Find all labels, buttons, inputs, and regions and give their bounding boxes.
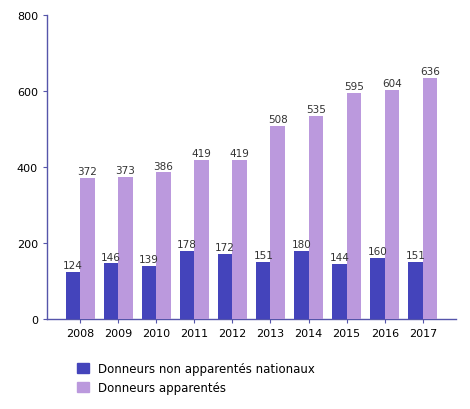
Bar — [332, 265, 347, 319]
Text: 535: 535 — [306, 105, 326, 115]
Bar — [385, 90, 399, 319]
Bar — [142, 266, 156, 319]
Text: 419: 419 — [230, 148, 250, 159]
Bar — [66, 272, 80, 319]
Bar — [104, 264, 118, 319]
Bar — [80, 178, 94, 319]
Text: 419: 419 — [192, 148, 212, 159]
Text: 172: 172 — [215, 242, 235, 252]
Bar — [423, 79, 437, 319]
Text: 604: 604 — [382, 79, 402, 89]
Text: 386: 386 — [154, 161, 173, 171]
Bar — [309, 117, 323, 319]
Bar — [347, 94, 361, 319]
Text: 160: 160 — [368, 247, 387, 256]
Text: 151: 151 — [406, 250, 425, 260]
Text: 139: 139 — [139, 254, 159, 265]
Bar — [256, 262, 271, 319]
Text: 636: 636 — [420, 67, 440, 76]
Bar — [271, 127, 285, 319]
Bar — [370, 258, 385, 319]
Text: 144: 144 — [329, 253, 349, 263]
Bar — [218, 254, 232, 319]
Bar — [294, 251, 309, 319]
Bar — [156, 173, 171, 319]
Text: 178: 178 — [177, 240, 197, 250]
Text: 180: 180 — [291, 239, 311, 249]
Legend: Donneurs non apparentés nationaux, Donneurs apparentés: Donneurs non apparentés nationaux, Donne… — [73, 359, 319, 398]
Text: 151: 151 — [253, 250, 273, 260]
Bar — [180, 252, 194, 319]
Text: 595: 595 — [344, 82, 364, 92]
Text: 124: 124 — [63, 260, 83, 270]
Bar — [118, 178, 133, 319]
Text: 146: 146 — [101, 252, 121, 262]
Text: 372: 372 — [78, 166, 97, 176]
Text: 373: 373 — [116, 166, 135, 176]
Text: 508: 508 — [268, 115, 288, 125]
Bar — [408, 262, 423, 319]
Bar — [194, 160, 209, 319]
Bar — [232, 160, 247, 319]
